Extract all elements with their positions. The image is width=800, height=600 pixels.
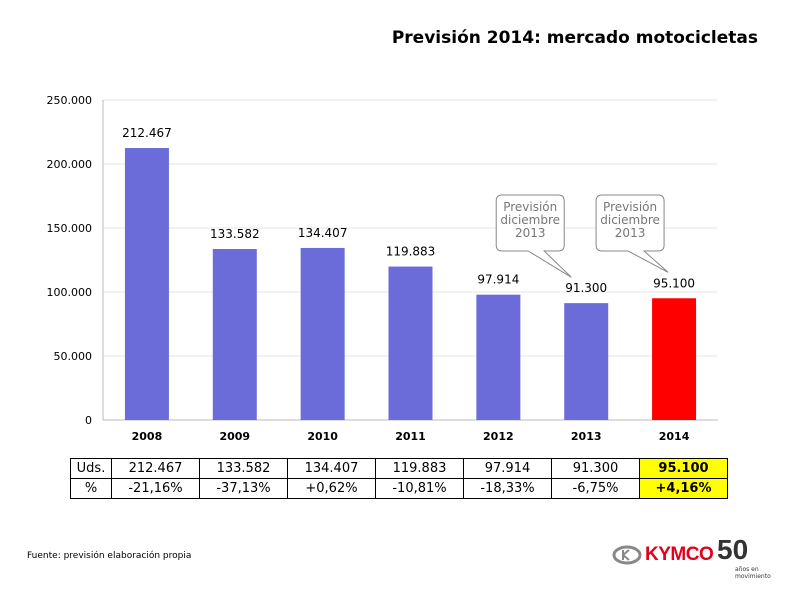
bar-2011 — [388, 266, 433, 420]
table-cell: +0,62% — [287, 478, 376, 499]
y-tick-label: 0 — [85, 414, 92, 427]
bar-2012 — [476, 294, 521, 420]
table-cell: 212.467 — [111, 458, 200, 479]
table-cell-highlight: +4,16% — [639, 478, 728, 499]
callout-bubble — [595, 194, 669, 273]
bar-2014 — [652, 298, 697, 420]
data-table: Uds. 212.467 133.582 134.407 119.883 97.… — [70, 458, 728, 499]
table-row: Uds. 212.467 133.582 134.407 119.883 97.… — [70, 458, 728, 479]
x-tick-label: 2008 — [132, 430, 163, 443]
data-label: 133.582 — [210, 227, 260, 241]
bar-2009 — [212, 249, 257, 420]
row-label: % — [70, 478, 112, 499]
anniversary-tagline: años en movimiento — [735, 566, 771, 580]
bar-2008 — [124, 148, 169, 420]
table-cell: 119.883 — [375, 458, 464, 479]
data-label: 97.914 — [477, 273, 519, 287]
table-cell: -21,16% — [111, 478, 200, 499]
source-note: Fuente: previsión elaboración propia — [27, 551, 192, 561]
callout-text: Previsión — [603, 200, 657, 214]
y-tick-label: 100.000 — [47, 286, 93, 299]
table-cell: 91.300 — [551, 458, 640, 479]
callout-text: diciembre — [600, 213, 660, 227]
table-row: % -21,16% -37,13% +0,62% -10,81% -18,33%… — [70, 478, 728, 499]
callout-text: diciembre — [500, 213, 560, 227]
table-cell: -10,81% — [375, 478, 464, 499]
callout-bubble — [495, 194, 572, 278]
data-label: 119.883 — [386, 245, 436, 259]
row-label: Uds. — [70, 458, 112, 479]
x-tick-label: 2011 — [395, 430, 426, 443]
table-cell: 134.407 — [287, 458, 376, 479]
table-cell: -18,33% — [463, 478, 552, 499]
x-tick-label: 2010 — [307, 430, 338, 443]
data-label: 212.467 — [122, 126, 172, 140]
y-tick-label: 250.000 — [47, 94, 93, 107]
y-tick-label: 50.000 — [54, 350, 93, 363]
table-cell: -37,13% — [199, 478, 288, 499]
table-cell: 133.582 — [199, 458, 288, 479]
data-label: 95.100 — [653, 276, 695, 290]
x-tick-label: 2012 — [483, 430, 514, 443]
table-cell: -6,75% — [551, 478, 640, 499]
data-label: 134.407 — [298, 226, 348, 240]
page-title: Previsión 2014: mercado motocicletas — [391, 28, 758, 48]
x-tick-label: 2013 — [571, 430, 602, 443]
callout-text: Previsión — [503, 200, 557, 214]
x-tick-label: 2014 — [659, 430, 690, 443]
table-cell: 97.914 — [463, 458, 552, 479]
kymco-emblem-icon — [612, 545, 642, 565]
data-label: 91.300 — [565, 281, 607, 295]
y-tick-label: 150.000 — [47, 222, 93, 235]
kymco-logo: KYMCO 50 años en movimiento — [612, 536, 782, 590]
bar-chart: 0 50.000 100.000 150.000 200.000 250.000 212.4… — [47, 94, 718, 443]
bar-2010 — [300, 247, 345, 420]
x-tick-label: 2009 — [219, 430, 250, 443]
bar-2013 — [564, 303, 609, 420]
callout-text: 2013 — [615, 226, 646, 240]
brand-name: KYMCO — [645, 544, 714, 565]
y-tick-label: 200.000 — [47, 158, 93, 171]
table-cell-highlight: 95.100 — [639, 458, 728, 479]
callout-text: 2013 — [515, 226, 546, 240]
anniversary-badge: 50 — [717, 534, 749, 565]
